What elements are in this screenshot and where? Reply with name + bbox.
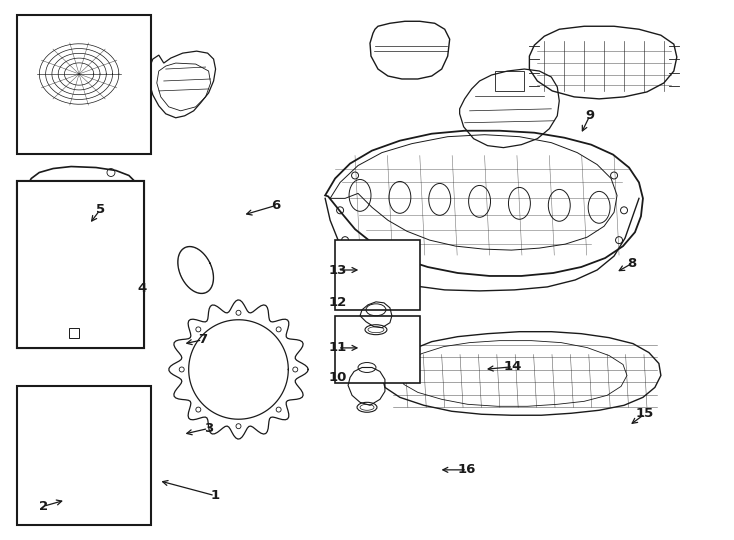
Text: 6: 6: [271, 199, 280, 212]
Text: 8: 8: [627, 257, 636, 270]
Bar: [18, 15, 151, 154]
Text: 16: 16: [458, 463, 476, 476]
Bar: [495, 71, 524, 91]
Text: 10: 10: [329, 371, 347, 384]
Text: 13: 13: [329, 264, 347, 276]
Text: 7: 7: [198, 333, 207, 346]
Text: 11: 11: [329, 341, 347, 354]
Text: 1: 1: [211, 489, 219, 502]
Text: 9: 9: [586, 109, 595, 122]
Bar: [18, 386, 151, 525]
Text: 5: 5: [95, 204, 105, 217]
Text: 2: 2: [38, 500, 48, 513]
Text: 3: 3: [204, 422, 213, 435]
Bar: [18, 181, 144, 348]
Bar: [69, 328, 79, 338]
Text: 15: 15: [636, 408, 654, 421]
Text: 14: 14: [504, 360, 523, 373]
Text: 12: 12: [329, 296, 347, 309]
Bar: [18, 181, 144, 348]
Text: 4: 4: [138, 282, 147, 295]
Bar: [335, 316, 420, 383]
Bar: [335, 240, 420, 310]
